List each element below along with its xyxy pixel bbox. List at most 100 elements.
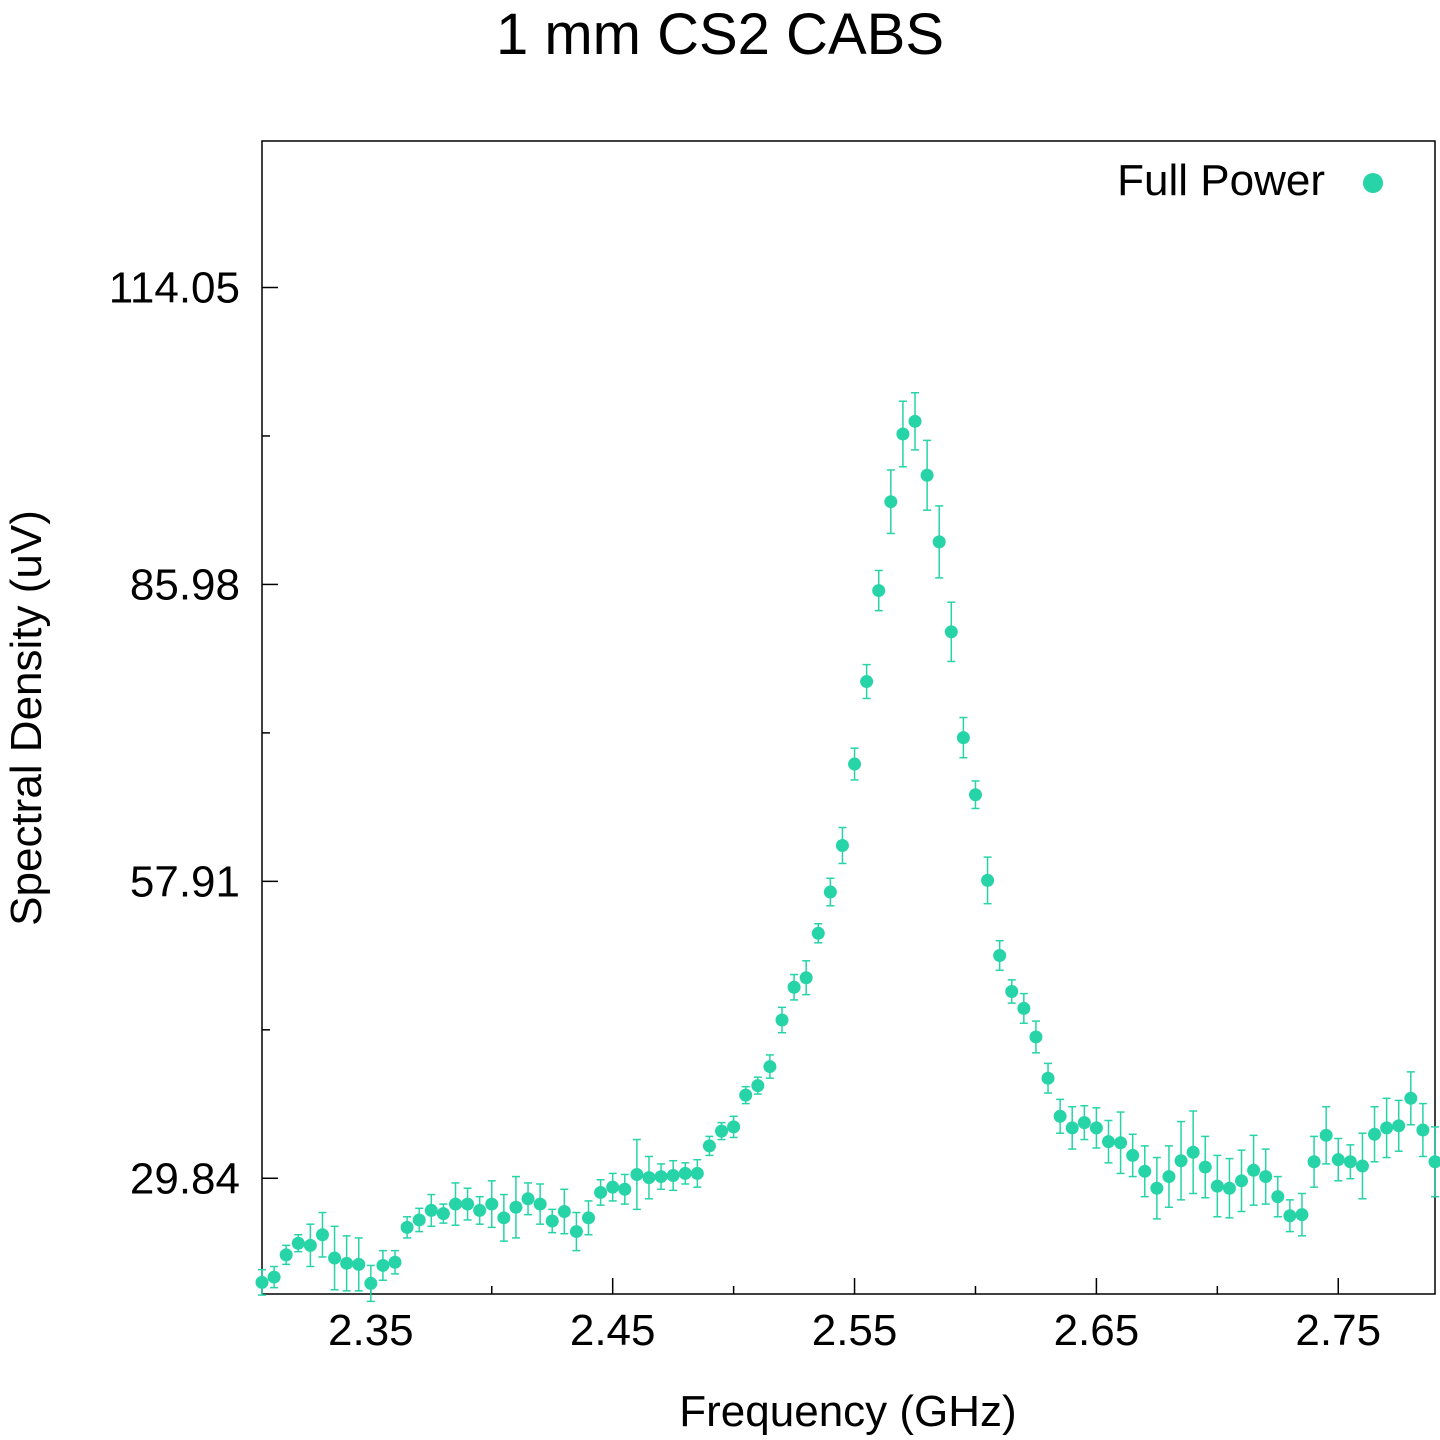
point-marker <box>509 1200 523 1214</box>
point-marker <box>944 625 958 639</box>
point-marker <box>582 1211 596 1225</box>
data-point <box>1174 1120 1188 1201</box>
point-marker <box>1053 1109 1067 1123</box>
point-marker <box>1029 1030 1043 1044</box>
point-marker <box>1114 1136 1128 1150</box>
data-point <box>1404 1071 1418 1126</box>
y-tick-label: 114.05 <box>109 264 240 313</box>
data-point <box>533 1183 547 1225</box>
point-marker <box>1235 1174 1249 1188</box>
data-point <box>352 1237 366 1292</box>
data-point <box>872 569 886 612</box>
point-marker <box>1005 984 1019 998</box>
point-marker <box>545 1214 559 1228</box>
point-marker <box>315 1228 329 1242</box>
data-point <box>1416 1102 1430 1158</box>
point-marker <box>485 1197 499 1211</box>
data-point <box>424 1193 438 1228</box>
data-point <box>763 1054 777 1079</box>
data-point <box>1198 1135 1212 1199</box>
point-marker <box>1428 1155 1440 1169</box>
data-point <box>400 1216 414 1239</box>
data-point <box>1283 1199 1297 1233</box>
data-point <box>1247 1134 1261 1206</box>
data-point <box>545 1208 559 1234</box>
data-point <box>993 939 1007 972</box>
point-marker <box>1210 1179 1224 1193</box>
data-point <box>1162 1145 1176 1209</box>
point-marker <box>835 838 849 852</box>
data-point <box>1368 1106 1382 1163</box>
data-point <box>860 663 874 700</box>
data-series-full-power <box>255 392 1440 1303</box>
point-marker <box>690 1166 704 1180</box>
point-marker <box>1283 1209 1297 1223</box>
point-marker <box>255 1275 269 1289</box>
data-point <box>702 1135 716 1157</box>
point-marker <box>1017 1001 1031 1015</box>
point-marker <box>1368 1127 1382 1141</box>
point-marker <box>1041 1071 1055 1085</box>
data-point <box>1029 1020 1043 1054</box>
legend-marker <box>1363 173 1383 193</box>
data-point <box>751 1076 765 1095</box>
point-marker <box>569 1225 583 1239</box>
point-marker <box>702 1139 716 1153</box>
point-marker <box>267 1270 281 1284</box>
point-marker <box>328 1251 342 1265</box>
point-marker <box>1271 1190 1285 1204</box>
data-point <box>642 1155 656 1200</box>
point-marker <box>1101 1135 1115 1149</box>
point-marker <box>388 1255 402 1269</box>
point-marker <box>497 1211 511 1225</box>
data-point <box>678 1162 692 1185</box>
x-tick-label: 2.45 <box>570 1306 656 1355</box>
data-point <box>1041 1062 1055 1094</box>
y-axis-ticks: 29.84 57.91 85.98 114.05 <box>109 264 278 1203</box>
point-marker <box>1392 1119 1406 1133</box>
point-marker <box>1222 1181 1236 1195</box>
point-marker <box>424 1203 438 1217</box>
data-point <box>364 1264 378 1303</box>
data-point <box>291 1234 305 1253</box>
point-marker <box>968 788 982 802</box>
point-marker <box>606 1180 620 1194</box>
legend-label: Full Power <box>1117 156 1325 205</box>
data-point <box>630 1138 644 1211</box>
point-marker <box>1065 1121 1079 1135</box>
point-marker <box>1416 1123 1430 1137</box>
data-point <box>279 1244 293 1266</box>
point-marker <box>1162 1170 1176 1184</box>
data-point <box>1380 1097 1394 1159</box>
point-marker <box>884 495 898 509</box>
data-point <box>1005 979 1019 1004</box>
point-marker <box>799 971 813 985</box>
data-point <box>727 1115 741 1139</box>
data-point <box>944 601 958 663</box>
data-point <box>1150 1156 1164 1220</box>
data-point <box>255 1268 269 1296</box>
point-marker <box>1319 1128 1333 1142</box>
point-marker <box>1343 1155 1357 1169</box>
data-point <box>835 826 849 865</box>
y-axis-label: Spectral Density (uV) <box>2 510 51 926</box>
point-marker <box>932 535 946 549</box>
point-marker <box>521 1192 535 1206</box>
x-tick-label: 2.65 <box>1054 1306 1140 1355</box>
point-marker <box>1198 1160 1212 1174</box>
point-marker <box>340 1256 354 1270</box>
point-marker <box>920 468 934 482</box>
point-marker <box>364 1276 378 1290</box>
data-point <box>485 1180 499 1229</box>
data-point <box>582 1200 596 1236</box>
data-point <box>1138 1145 1152 1198</box>
x-tick-label: 2.55 <box>812 1306 898 1355</box>
data-point <box>521 1182 535 1216</box>
point-marker <box>896 427 910 441</box>
data-point <box>654 1163 668 1191</box>
data-point <box>799 960 813 996</box>
point-marker <box>1295 1208 1309 1222</box>
data-point <box>509 1175 523 1239</box>
data-point <box>569 1211 583 1252</box>
data-point <box>1186 1110 1200 1195</box>
